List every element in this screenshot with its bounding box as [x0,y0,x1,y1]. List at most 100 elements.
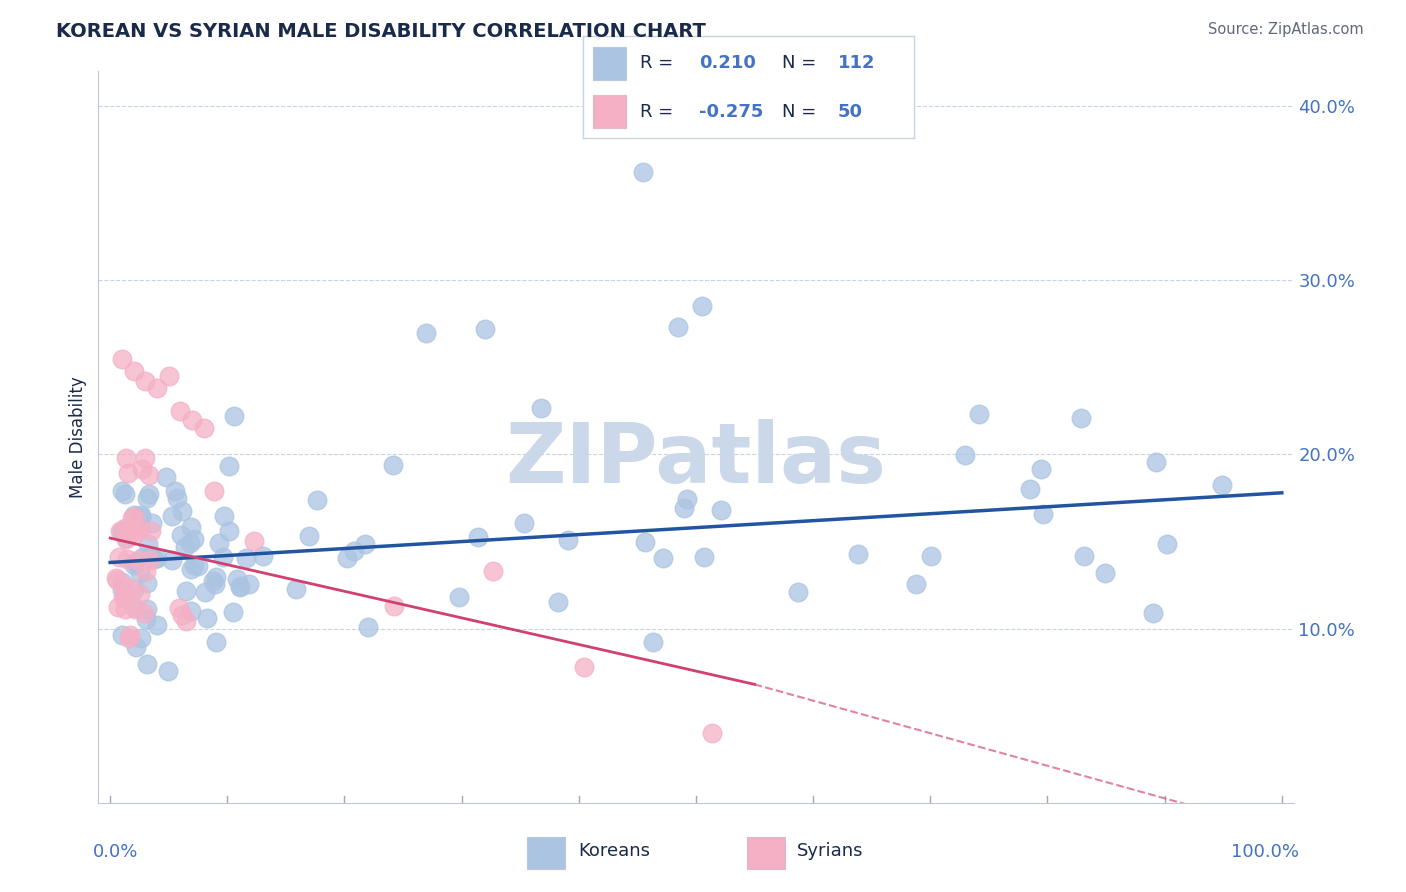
Point [298,529,321,543]
Point [136,537,159,551]
Point [114,602,136,616]
Point [146,550,169,565]
Point [205,635,228,649]
Point [170,528,193,542]
Point [652,551,675,566]
Text: KOREAN VS SYRIAN MALE DISABILITY CORRELATION CHART: KOREAN VS SYRIAN MALE DISABILITY CORRELA… [56,22,706,41]
Point [124,555,146,569]
Text: ZIPatlas: ZIPatlas [506,418,886,500]
Text: 112: 112 [838,54,876,72]
Y-axis label: Male Disability: Male Disability [69,376,87,498]
Point [111,483,134,498]
Point [121,511,143,525]
Point [155,470,177,484]
Point [1070,410,1092,425]
Point [139,553,162,567]
Bar [747,837,785,869]
Text: 100.0%: 100.0% [1232,843,1299,861]
Point [172,608,194,623]
Point [382,599,405,613]
Point [115,531,138,545]
Point [111,524,134,538]
Point [634,535,657,549]
Point [1156,537,1178,551]
Point [846,547,869,561]
Point [142,552,165,566]
Point [179,535,201,549]
Point [107,599,129,614]
Point [235,551,257,566]
Point [204,577,226,591]
Point [122,364,145,378]
Text: -0.275: -0.275 [699,103,763,120]
Point [953,448,976,462]
Point [120,526,142,541]
Text: N =: N = [782,54,821,72]
Point [557,533,579,547]
Point [356,620,378,634]
Point [108,524,131,538]
Point [904,576,927,591]
Point [146,618,169,632]
Point [641,635,664,649]
Point [1211,478,1233,492]
Point [134,375,156,389]
Point [146,381,169,395]
Point [129,522,152,536]
Point [122,523,145,537]
Point [1032,507,1054,521]
Text: R =: R = [640,103,679,120]
Point [141,516,163,530]
Point [135,612,157,626]
Point [120,582,142,596]
Point [242,534,264,549]
Point [920,549,942,563]
Point [415,326,437,340]
Point [117,467,139,481]
Point [194,585,217,599]
Point [174,615,197,629]
Point [467,530,489,544]
Point [118,628,141,642]
Point [967,407,990,421]
Point [710,503,733,517]
Point [187,558,209,573]
Point [115,450,138,465]
Point [1073,549,1095,564]
Point [160,552,183,566]
Point [132,550,155,565]
Point [111,351,134,366]
Point [224,409,246,423]
Point [111,524,134,538]
Point [180,519,202,533]
Point [174,584,197,599]
Point [170,503,193,517]
Text: 50: 50 [838,103,863,120]
Point [115,533,138,547]
Point [124,558,146,573]
Bar [593,95,627,128]
Point [111,575,134,590]
Point [118,632,141,646]
Point [180,561,202,575]
Point [138,487,160,501]
Point [132,606,155,620]
Point [138,468,160,483]
Point [111,628,134,642]
Point [129,508,152,523]
Point [202,484,225,499]
Point [129,631,152,645]
Point [134,450,156,465]
Point [252,549,274,563]
Point [128,566,150,581]
Point [193,421,215,435]
Text: R =: R = [640,54,679,72]
Point [218,458,240,473]
Point [208,536,231,550]
Point [666,320,689,334]
Point [114,588,136,602]
Point [481,564,503,578]
Point [672,500,695,515]
Text: 0.0%: 0.0% [93,843,138,861]
Point [530,401,553,416]
